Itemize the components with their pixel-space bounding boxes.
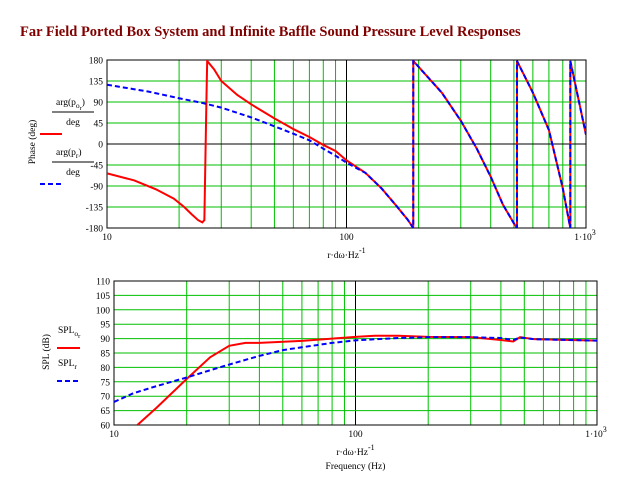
chart1-series-2-line [107, 60, 586, 228]
chart1-series-1-line [107, 60, 586, 228]
chart2-frame [113, 280, 598, 426]
y-tick-label: 60 [101, 422, 111, 432]
x-tick-label: 10 [102, 233, 112, 243]
x-axis-label-exponent: -1 [359, 246, 366, 255]
y-tick-label: -90 [90, 183, 103, 193]
x-end-tick-label: 1·103 [574, 228, 595, 243]
legend-subscript: r [74, 362, 77, 371]
y-tick-label: 85 [101, 350, 111, 360]
y-tick-label: 65 [101, 407, 111, 417]
y-tick-label: 95 [101, 321, 111, 331]
y-axis-label: SPL (dB) [41, 334, 52, 370]
x-axis-label-secondary: Frequency (Hz) [326, 461, 386, 472]
legend-subscript: o [76, 101, 80, 110]
chart1-frame [106, 59, 587, 229]
chart1-gridlines [107, 60, 586, 228]
x-tick-label: 100 [339, 233, 354, 243]
y-tick-label: 70 [101, 393, 111, 403]
y-axis-label: Phase (deg) [27, 120, 38, 165]
y-tick-label: 105 [96, 292, 111, 302]
y-tick-label: 80 [101, 364, 111, 374]
y-tick-label: 100 [96, 306, 111, 316]
chart2-series-1-line [136, 334, 597, 425]
legend-subsubscript: r [78, 333, 81, 340]
legend-subsubscript: r [80, 105, 83, 112]
y-tick-label: -135 [86, 204, 104, 214]
legend-numerator-text: arg(p [56, 97, 76, 108]
legend-close-paren: ) [78, 147, 81, 158]
y-tick-label: 110 [96, 278, 110, 288]
x-end-tick-label: 1·103 [585, 425, 606, 440]
chart2-series-2-line [114, 336, 597, 403]
chart2-gridlines [114, 281, 597, 425]
y-tick-label: 180 [89, 57, 104, 67]
y-tick-label: 135 [89, 78, 104, 88]
legend-denominator: deg [66, 118, 80, 128]
legend-label: SPLr [58, 359, 77, 371]
chart1-group: -180 -135 -90 -45 0 45 90 135 180 10 100 1·103 r·dω·… [27, 57, 596, 262]
legend-numerator: arg(pr) [56, 147, 82, 160]
y-tick-label: 75 [101, 378, 111, 388]
y-tick-label: 0 [98, 141, 103, 151]
x-tick-label: 10 [109, 430, 119, 440]
x-axis-label: r·dω·Hz-1 [327, 246, 365, 261]
x-end-tick-exponent: 3 [603, 425, 607, 434]
chart2-group: 60 65 70 75 80 85 90 95 100 105 110 10 100 1·103 r·dω·… [41, 278, 607, 473]
x-axis-label: r·dω·Hz-1 [336, 443, 374, 458]
x-end-tick-exponent: 3 [592, 228, 596, 237]
legend-denominator: deg [66, 168, 80, 178]
legend-subscript: o [74, 329, 78, 338]
legend-numerator: arg(por) [56, 97, 85, 112]
y-tick-label: 90 [101, 335, 111, 345]
chart-title: Far Field Ported Box System and Infinite… [20, 24, 521, 40]
x-axis-label-exponent: -1 [368, 443, 375, 452]
legend-label: SPLor [58, 326, 81, 340]
chart2-legend: SPLor SPLr [57, 326, 81, 382]
y-tick-label: 45 [94, 120, 104, 130]
legend-numerator-text: arg(p [56, 147, 76, 158]
legend-close-paren: ) [82, 97, 85, 108]
y-tick-label: -45 [90, 162, 103, 172]
y-tick-label: 90 [94, 99, 104, 109]
y-tick-label: -180 [86, 225, 104, 235]
x-tick-label: 100 [348, 430, 363, 440]
legend-subscript: r [76, 151, 79, 160]
